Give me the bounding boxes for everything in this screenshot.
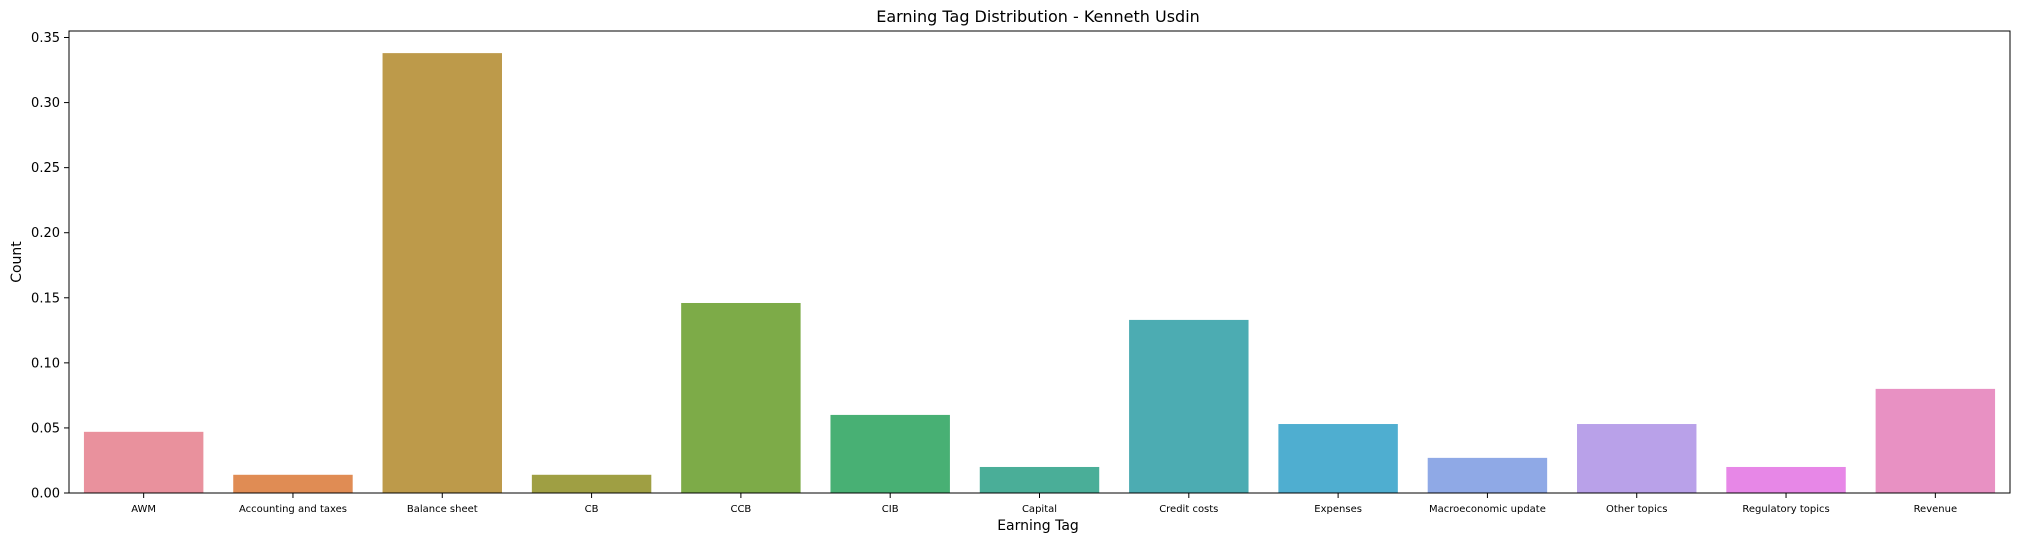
x-tick-label: Credit costs (1159, 504, 1218, 515)
x-tick-label: Other topics (1606, 504, 1667, 515)
bar-credit-costs (1129, 319, 1249, 493)
bar-regulatory-topics (1726, 466, 1846, 493)
bar-awm (83, 431, 204, 493)
bar-other-topics (1577, 424, 1697, 493)
x-tick-label: Expenses (1314, 504, 1362, 515)
bar-revenue (1875, 388, 1996, 493)
x-tick-label: Macroeconomic update (1429, 504, 1546, 515)
y-tick-label: 0.20 (31, 226, 60, 241)
y-tick-label: 0.00 (31, 487, 60, 502)
x-tick-label: Revenue (1914, 504, 1958, 515)
y-tick-label: 0.15 (31, 291, 60, 306)
x-tick-label: Balance sheet (407, 504, 478, 515)
bar-accounting-and-taxes (233, 474, 353, 493)
y-axis-label: Count (9, 241, 25, 283)
y-tick-label: 0.35 (31, 31, 60, 46)
bar-expenses (1278, 424, 1398, 493)
y-tick-label: 0.30 (31, 96, 60, 111)
x-axis: AWM Accounting and taxes Balance sheet CB CC… (131, 493, 1957, 515)
y-tick-label: 0.25 (31, 161, 60, 176)
y-tick-label: 0.10 (31, 356, 60, 371)
x-tick-label: Capital (1022, 504, 1057, 515)
y-tick-label: 0.05 (31, 421, 60, 436)
x-tick-label: CB (585, 504, 599, 515)
bar-balance-sheet (382, 53, 502, 494)
y-axis: 0.00 0.05 0.10 0.15 0.20 0.25 0.30 0.35 (31, 31, 69, 502)
x-tick-label: Regulatory topics (1742, 504, 1829, 515)
bar-cib (830, 414, 950, 493)
bar-ccb (681, 302, 801, 493)
plot-frame (68, 30, 2011, 494)
chart-title: Earning Tag Distribution - Kenneth Usdin (876, 7, 1200, 26)
bar-capital (979, 466, 1100, 493)
bars-group (83, 53, 1996, 494)
bar-macroeconomic-update (1427, 457, 1548, 493)
x-tick-label: CIB (882, 504, 899, 515)
x-tick-label: Accounting and taxes (239, 504, 347, 515)
x-axis-label: Earning Tag (997, 518, 1079, 534)
x-tick-label: CCB (730, 504, 751, 515)
x-tick-label: AWM (131, 504, 156, 515)
bar-cb (531, 474, 652, 493)
